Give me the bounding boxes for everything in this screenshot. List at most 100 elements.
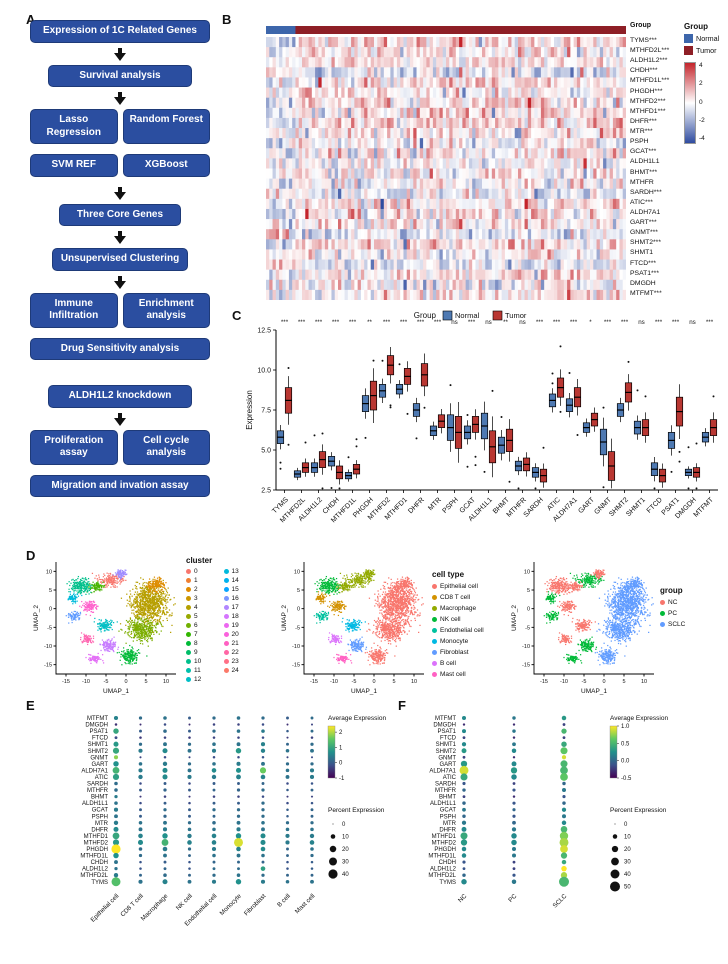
flow-box-expression-of-1c-related-genes: Expression of 1C Related Genes — [30, 20, 210, 43]
boxplot-panel: Group Normal Tumor 2.5 5.0 7.5 10.0 12.5 Express… — [240, 308, 728, 562]
svg-text:CHDH: CHDH — [91, 860, 108, 866]
svg-text:GNMT: GNMT — [438, 755, 456, 761]
svg-text:TYMS: TYMS — [91, 880, 108, 886]
legend-dot — [432, 606, 437, 611]
svg-text:MTHFR: MTHFR — [435, 788, 457, 794]
svg-text:PSAT1: PSAT1 — [89, 729, 108, 735]
svg-text:***: *** — [315, 319, 323, 326]
svg-text:40: 40 — [342, 872, 349, 878]
svg-text:2.5: 2.5 — [261, 488, 271, 495]
legend-item-tumor: Tumor — [684, 46, 728, 55]
svg-text:Mast cell: Mast cell — [294, 893, 317, 916]
heatmap-gene-label: MTFMT*** — [630, 289, 662, 297]
arrow-stem — [118, 92, 122, 97]
legend-dot — [223, 623, 229, 628]
legend-label: Fibroblast — [440, 649, 469, 656]
arrow-stem — [118, 231, 122, 236]
legend-item-21: 21 — [223, 639, 253, 648]
flow-box-lasso-regression: Lasso Regression — [30, 109, 118, 144]
legend-dot — [432, 628, 437, 633]
legend-label: 6 — [194, 622, 198, 629]
svg-text:SHMT1: SHMT1 — [625, 496, 647, 518]
umap-group-canvas — [508, 556, 660, 704]
legend-label: 23 — [231, 658, 239, 665]
heatmap-gene-label: ATIC*** — [630, 198, 653, 206]
legend-item-endothelial-cell: Endothelial cell — [432, 625, 484, 636]
legend-label: 14 — [231, 577, 239, 584]
down-arrow — [114, 186, 126, 200]
legend-item-monocyte: Monocyte — [432, 636, 484, 647]
flow-row: SVM REF XGBoost — [30, 154, 210, 182]
svg-text:2: 2 — [339, 730, 343, 736]
legend-dot — [186, 650, 191, 655]
heatmap-gene-label: GART*** — [630, 219, 657, 227]
arrow-stem — [118, 412, 122, 418]
legend-label: 7 — [194, 631, 198, 638]
svg-text:30: 30 — [624, 860, 631, 866]
svg-text:BHMT: BHMT — [91, 795, 108, 801]
svg-text:MTHFD1L: MTHFD1L — [80, 854, 108, 860]
svg-text:Epithelial cell: Epithelial cell — [89, 893, 120, 924]
legend-dot — [223, 641, 229, 646]
svg-text:**: ** — [503, 319, 508, 326]
panel-label-b: B — [222, 12, 232, 27]
legend-label: 15 — [231, 586, 239, 593]
svg-text:***: *** — [434, 319, 442, 326]
legend-item-14: 14 — [223, 576, 253, 585]
svg-text:MTHFD2L: MTHFD2L — [80, 873, 108, 879]
svg-text:ns: ns — [638, 319, 645, 326]
legend-label: CD8 T cell — [440, 594, 471, 601]
legend-label: 8 — [194, 640, 198, 647]
svg-text:DMGDH: DMGDH — [85, 723, 108, 729]
svg-text:DMGDH: DMGDH — [433, 723, 456, 729]
legend-dot — [223, 659, 229, 664]
heatmap-annotation-label: Group — [630, 22, 651, 29]
heatmap-gene-label: ALDH1L1 — [630, 158, 660, 166]
svg-text:0.5: 0.5 — [621, 741, 630, 747]
svg-text:ns: ns — [485, 319, 492, 326]
heatmap-gene-label: PSAT1*** — [630, 269, 659, 277]
heatmap-gene-labels: Group TYMS*** MTHFD2L*** ALDH1L2*** CHDH*** M… — [630, 20, 682, 306]
legend-label: 9 — [194, 649, 198, 656]
svg-text:Average Expression: Average Expression — [610, 715, 668, 722]
legend-dot — [223, 650, 229, 655]
legend-dot — [432, 617, 437, 622]
legend-label: 13 — [231, 568, 239, 575]
heatmap-gene-label: TYMS*** — [630, 37, 657, 44]
svg-text:NK cell: NK cell — [175, 893, 194, 912]
svg-text:PHGDH: PHGDH — [434, 847, 456, 853]
flow-box-migration-and-invation-assay: Migration and invation assay — [30, 474, 210, 497]
svg-text:CD8 T cell: CD8 T cell — [119, 893, 145, 919]
svg-text:12.5: 12.5 — [257, 328, 271, 335]
heatmap-gene-label: DHFR*** — [630, 117, 657, 125]
legend-label: Tumor — [696, 46, 717, 55]
dotplot-group-panel: MTFMT DMGDH PSAT1 FTCD SHMT1 SHMT2 GNMT GART ALD… — [398, 704, 728, 960]
legend-dot — [186, 641, 191, 646]
svg-text:***: *** — [655, 319, 663, 326]
svg-text:***: *** — [417, 319, 425, 326]
legend-label: 10 — [194, 658, 202, 665]
svg-text:SHMT2: SHMT2 — [436, 749, 457, 755]
arrow-head — [114, 280, 126, 289]
svg-text:MTHFD1L: MTHFD1L — [428, 854, 456, 860]
svg-text:10: 10 — [624, 835, 631, 841]
svg-text:DHFR: DHFR — [407, 496, 426, 515]
svg-text:***: *** — [536, 319, 544, 326]
heatmap-gene-label: DMGDH — [630, 279, 656, 287]
svg-text:CHDH: CHDH — [439, 860, 456, 866]
legend-dot — [223, 578, 229, 583]
legend-item-pc: PC — [660, 608, 685, 619]
heatmap-gene-label: GNMT*** — [630, 229, 658, 237]
svg-text:ATIC: ATIC — [95, 775, 109, 781]
heatmap-gene-label: MTHFD1L*** — [630, 77, 670, 85]
down-arrow — [114, 412, 126, 426]
legend-dot — [223, 605, 229, 610]
legend-dot — [186, 578, 191, 583]
down-arrow — [114, 47, 126, 61]
legend-item-4: 4 — [186, 603, 215, 612]
legend-swatch — [684, 34, 693, 43]
svg-text:Tumor: Tumor — [505, 311, 527, 320]
svg-text:ALDH1L1: ALDH1L1 — [430, 801, 457, 807]
legend-dot — [432, 584, 437, 589]
legend-item-epithelial-cell: Epithelial cell — [432, 581, 484, 592]
